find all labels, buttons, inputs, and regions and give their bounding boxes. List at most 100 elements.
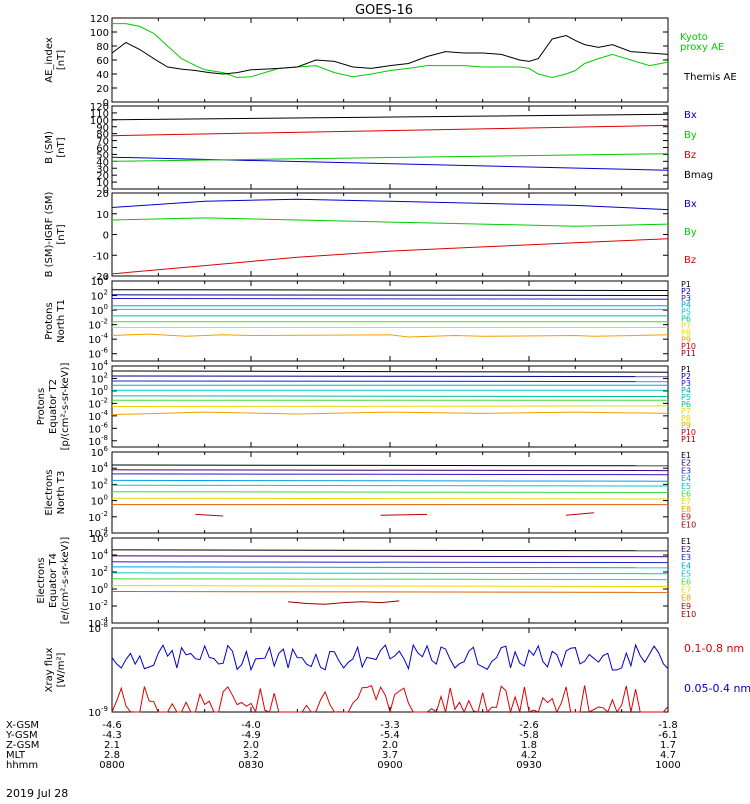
legend-eet: E8 [681,594,691,603]
panel-ylabel-pet: Equator T2 [48,379,59,434]
series-line-pet-p2 [111,375,669,378]
legend-ent: E10 [681,520,696,529]
legend-pnt: P6 [681,315,691,324]
y-tick-label: 30 [96,164,109,175]
x-axis-value: -6.1 [658,730,678,741]
x-axis-value: 4.2 [521,750,537,761]
x-axis-value: 2.0 [382,740,398,751]
y-tick-label: 80 [96,130,109,141]
legend-ent: E4 [681,474,691,483]
x-axis-value: 0900 [377,760,402,771]
legend-ae: Themis AE [683,72,737,83]
series-line-b-bz [111,124,669,137]
x-axis-value: -5.4 [380,730,400,741]
legend-dbb: Bx [684,199,697,210]
series-line-ent-e9c [566,512,594,516]
series-line-eet-e7 [111,585,669,587]
legend-eet: E5 [681,569,691,578]
legend-pet: P6 [681,400,691,409]
x-axis-value: -5.8 [519,730,539,741]
panel-frame-pnt [111,280,669,362]
legend-ae: proxy AE [680,42,724,53]
y-tick-label: 10-6 [88,347,108,361]
series-line-pnt-p3 [111,298,669,300]
panel-ylabel-dbb: B (SM)-IGRF (SM) [44,192,55,278]
y-tick-label: 10 [96,178,109,189]
series-line-eet-e6 [111,578,669,581]
legend-pet: P10 [681,428,696,437]
x-axis-value: 0830 [238,760,263,771]
series-line-eet-e8 [111,591,669,593]
date-label: 2019 Jul 28 [6,787,68,800]
legend-ent: E8 [681,505,691,514]
y-tick-label: 20 [96,189,109,200]
legend-pet: P11 [681,435,696,444]
series-line-xray-long [111,685,669,714]
y-tick-label: 100 [91,494,108,508]
panel-ylabel-ae: AE_index [44,37,55,83]
y-tick-label: 60 [96,56,109,67]
legend-dbb: By [684,227,697,238]
legend-xray: 0.1-0.8 nm [684,642,744,655]
legend-dbb: Bz [684,255,696,266]
y-tick-label: 10-4 [88,526,108,540]
chart-title: GOES-16 [355,3,413,18]
panel-ylabel-eet: Equator T4 [48,553,59,608]
x-axis-row-label: hhmm [6,760,38,771]
series-line-ent-e9b [380,513,428,516]
y-tick-label: 60 [96,144,109,155]
x-axis-value: -2.6 [519,720,539,731]
panel-frame-xray [111,627,669,713]
y-tick-label: -20 [93,272,109,283]
series-line-ent-e7 [111,497,669,500]
y-tick-label: 90 [96,123,109,134]
panel-ylabel-ae: [nT] [56,50,67,70]
legend-pnt: P5 [681,308,691,317]
y-tick-label: 20 [96,84,109,95]
x-axis-value: 2.1 [104,740,120,751]
y-tick-label: 100 [90,116,109,127]
legend-pnt: P7 [681,321,691,330]
y-tick-label: 104 [91,461,109,475]
y-tick-label: 106 [91,531,109,545]
x-axis-value: -1.8 [658,720,678,731]
y-tick-label: 102 [91,371,108,385]
series-line-pet-p8 [111,405,669,407]
x-axis-row-label: Y-GSM [5,730,38,741]
x-axis-value: 1.7 [660,740,676,751]
y-tick-label: 20 [96,171,109,182]
x-axis-value: 0930 [516,760,541,771]
legend-eet: E3 [681,553,691,562]
series-line-pet-p6 [111,395,669,397]
x-axis-value: 3.2 [243,750,259,761]
legend-eet: E4 [681,561,691,570]
panel-ylabel-pet: [p/(cm²-s-sr-keV)] [60,363,71,451]
x-axis-row-label: MLT [6,750,26,761]
x-axis-value: 1000 [655,760,680,771]
panel-frame-ae [111,17,669,103]
legend-b: Bmag [684,170,713,181]
series-line-ae-kyoto-proxy-ae [112,23,669,79]
y-tick-label: 10-2 [88,396,108,410]
series-line-dbb-bz [111,238,669,275]
y-tick-label: 10 [96,210,109,221]
x-axis-value: -4.6 [102,720,122,731]
legend-pet: P4 [681,386,691,395]
panel-ylabel-ent: Electrons [44,469,55,515]
series-line-ent-e4 [111,479,669,482]
series-line-ent-e5 [111,484,669,487]
y-tick-label: 104 [91,548,109,562]
legend-eet: E7 [681,586,691,595]
y-tick-label: 10-2 [88,510,108,524]
y-tick-label: 100 [90,28,109,39]
series-line-eet-e9 [288,600,400,605]
legend-eet: E9 [681,602,691,611]
legend-b: By [684,130,697,141]
legend-ae: Kyoto [680,32,708,43]
panel-ylabel-dbb: [nT] [56,224,67,244]
series-line-b-bx [111,156,669,171]
x-axis-value: -3.3 [380,720,400,731]
legend-b: Bz [684,150,696,161]
